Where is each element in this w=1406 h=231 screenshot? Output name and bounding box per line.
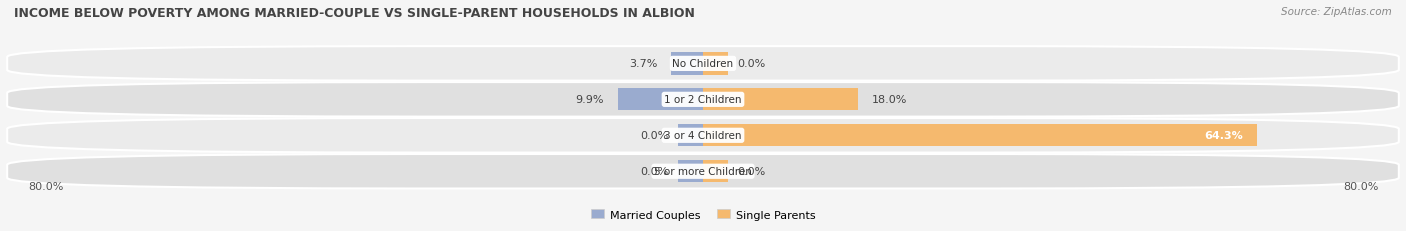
Legend: Married Couples, Single Parents: Married Couples, Single Parents — [586, 205, 820, 224]
Bar — [671, 53, 703, 75]
FancyBboxPatch shape — [7, 83, 1399, 117]
Text: Source: ZipAtlas.com: Source: ZipAtlas.com — [1281, 7, 1392, 17]
Text: 18.0%: 18.0% — [872, 95, 907, 105]
FancyBboxPatch shape — [7, 47, 1399, 81]
Text: 64.3%: 64.3% — [1204, 131, 1243, 141]
Text: INCOME BELOW POVERTY AMONG MARRIED-COUPLE VS SINGLE-PARENT HOUSEHOLDS IN ALBION: INCOME BELOW POVERTY AMONG MARRIED-COUPL… — [14, 7, 695, 20]
FancyBboxPatch shape — [7, 154, 1399, 189]
Bar — [703, 89, 858, 111]
Text: 80.0%: 80.0% — [28, 181, 63, 191]
Bar — [703, 53, 728, 75]
Bar — [703, 125, 1257, 147]
Text: 3 or 4 Children: 3 or 4 Children — [664, 131, 742, 141]
Text: No Children: No Children — [672, 59, 734, 69]
Text: 1 or 2 Children: 1 or 2 Children — [664, 95, 742, 105]
Text: 9.9%: 9.9% — [575, 95, 605, 105]
Text: 0.0%: 0.0% — [640, 131, 669, 141]
Bar — [678, 125, 703, 147]
Text: 0.0%: 0.0% — [640, 167, 669, 176]
Text: 3.7%: 3.7% — [628, 59, 658, 69]
Text: 0.0%: 0.0% — [738, 59, 766, 69]
Text: 80.0%: 80.0% — [1343, 181, 1378, 191]
Bar — [678, 160, 703, 183]
Bar — [703, 160, 728, 183]
FancyBboxPatch shape — [7, 119, 1399, 153]
Text: 0.0%: 0.0% — [738, 167, 766, 176]
Text: 5 or more Children: 5 or more Children — [654, 167, 752, 176]
Bar — [617, 89, 703, 111]
